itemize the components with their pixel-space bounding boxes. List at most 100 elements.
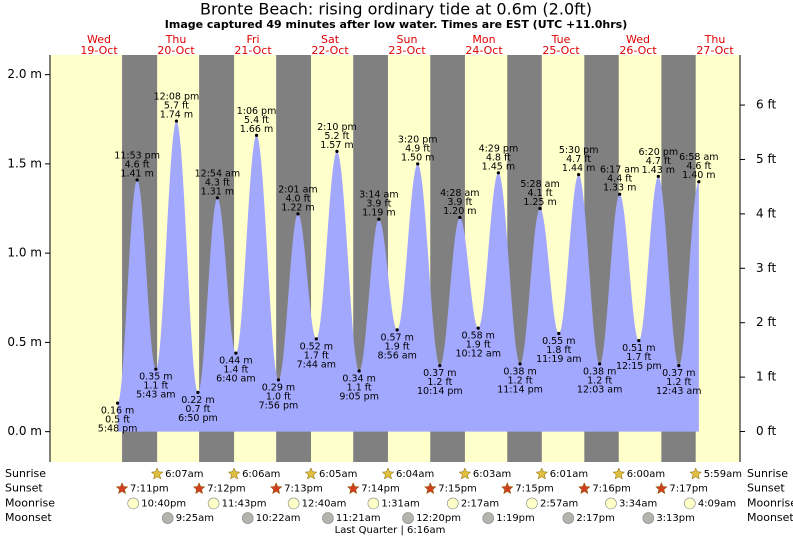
tide-m: 1.22 m — [281, 202, 314, 213]
y-tick-label: 1.0 m — [7, 246, 42, 260]
day-name: Thu — [704, 33, 726, 46]
day-date: 20-Oct — [157, 44, 195, 57]
tide-m: 1.41 m — [120, 168, 153, 179]
tide-time: 11:19 am — [536, 354, 581, 365]
tide-time: 6:20 pm — [638, 147, 678, 158]
tide-ft: 4.3 ft — [205, 177, 230, 188]
row-label: Sunrise — [5, 467, 46, 480]
moonrise-icon — [684, 497, 696, 510]
tide-point — [335, 149, 339, 153]
moonrise-icon — [367, 497, 380, 510]
row-time: 12:20pm — [416, 513, 461, 524]
row-time: 6:07am — [165, 469, 203, 480]
tide-ft: 1.2 ft — [666, 377, 691, 388]
day-name: Fri — [246, 33, 259, 46]
tide-time: 3:20 pm — [398, 134, 438, 145]
y2-tick-label: 0 ft — [756, 424, 776, 438]
tide-time: 5:43 am — [136, 390, 175, 401]
row-time: 6:00am — [627, 469, 665, 480]
moonset-icon — [241, 512, 254, 524]
tide-time: 5:48 pm — [98, 424, 138, 435]
row-time: 12:40am — [302, 498, 347, 509]
tide-ft: 4.6 ft — [125, 159, 150, 170]
moonrise-icon — [605, 497, 617, 510]
y2-tick-label: 5 ft — [756, 152, 776, 166]
day-date: 27-Oct — [696, 44, 734, 57]
day-date: 23-Oct — [388, 44, 426, 57]
tide-m: 0.38 m — [503, 366, 536, 377]
tide-ft: 3.9 ft — [366, 199, 391, 210]
sunrise-icon — [612, 467, 626, 480]
tide-ft: 4.9 ft — [405, 143, 430, 154]
day-name: Wed — [626, 33, 650, 46]
tide-m: 0.57 m — [380, 332, 413, 343]
tide-ft: 4.4 ft — [607, 174, 632, 185]
row-label: Sunset — [5, 482, 43, 495]
tide-ft: 0.5 ft — [105, 415, 130, 426]
row-time: 7:15pm — [515, 484, 554, 495]
tide-point — [395, 328, 399, 332]
tide-point — [135, 178, 139, 182]
tide-time: 12:43 am — [656, 386, 701, 397]
tide-ft: 4.8 ft — [486, 152, 511, 163]
row-time: 6:03am — [473, 469, 511, 480]
moonset-icon — [482, 512, 495, 524]
tide-point — [254, 133, 259, 137]
moonset-icon — [322, 512, 334, 524]
row-label: Moonset — [5, 511, 52, 524]
y2-tick-label: 4 ft — [756, 206, 776, 220]
tide-m: 0.22 m — [181, 395, 214, 406]
tide-ft: 4.1 ft — [528, 188, 553, 199]
day-date: 19-Oct — [80, 44, 118, 57]
row-time: 6:01am — [550, 469, 588, 480]
tide-ft: 1.9 ft — [466, 340, 491, 351]
tide-point — [116, 401, 120, 405]
tide-m: 1.74 m — [160, 110, 193, 121]
tide-ft: 4.7 ft — [646, 156, 671, 167]
tide-m: 1.43 m — [642, 165, 675, 176]
sunrise-icon — [689, 467, 703, 480]
row-label-right: Moonset — [747, 511, 793, 524]
moonrise-icon — [287, 497, 300, 510]
y-tick-label: 0.0 m — [7, 424, 42, 438]
tide-time: 5:28 am — [520, 179, 559, 190]
tide-ft: 3.9 ft — [447, 197, 472, 208]
moonset-icon — [562, 512, 575, 524]
tide-ft: 1.4 ft — [223, 365, 248, 376]
sunset-icon — [655, 482, 668, 495]
row-label-right: Moonrise — [747, 496, 793, 509]
tide-point — [496, 171, 500, 175]
row-time: 10:40pm — [141, 498, 186, 509]
moonrise-icon — [127, 497, 140, 510]
chart-title: Bronte Beach: rising ordinary tide at 0.… — [200, 0, 592, 19]
tide-ft: 4.7 ft — [566, 154, 591, 165]
tide-time: 3:14 am — [359, 190, 398, 201]
moon-phase: Last Quarter | 6:16am — [335, 525, 446, 536]
sunset-icon — [115, 482, 129, 495]
tide-m: 1.45 m — [482, 161, 515, 172]
row-time: 10:22am — [256, 513, 301, 524]
row-time: 7:15pm — [438, 484, 477, 495]
tide-point — [438, 364, 442, 368]
tide-m: 0.52 m — [300, 341, 333, 352]
sunset-icon — [423, 482, 437, 495]
tide-m: 1.33 m — [603, 183, 636, 194]
sunset-icon — [192, 482, 206, 495]
sunrise-icon — [227, 467, 241, 480]
tide-point — [174, 119, 179, 123]
tide-m: 0.44 m — [219, 356, 252, 367]
chart-subtitle: Image captured 49 minutes after low wate… — [165, 18, 627, 31]
y2-tick-label: 3 ft — [756, 261, 776, 275]
tide-ft: 1.2 ft — [427, 377, 452, 388]
row-time: 3:13pm — [656, 513, 695, 524]
tide-m: 1.25 m — [523, 197, 556, 208]
tide-ft: 1.1 ft — [143, 381, 168, 392]
day-name: Thu — [165, 33, 187, 46]
tide-ft: 1.0 ft — [266, 391, 291, 402]
tide-m: 0.34 m — [342, 373, 375, 384]
tide-point — [276, 378, 281, 382]
day-date: 24-Oct — [465, 44, 503, 57]
tide-time: 7:44 am — [297, 359, 336, 370]
sunset-icon — [500, 482, 514, 495]
tide-point — [697, 180, 701, 184]
